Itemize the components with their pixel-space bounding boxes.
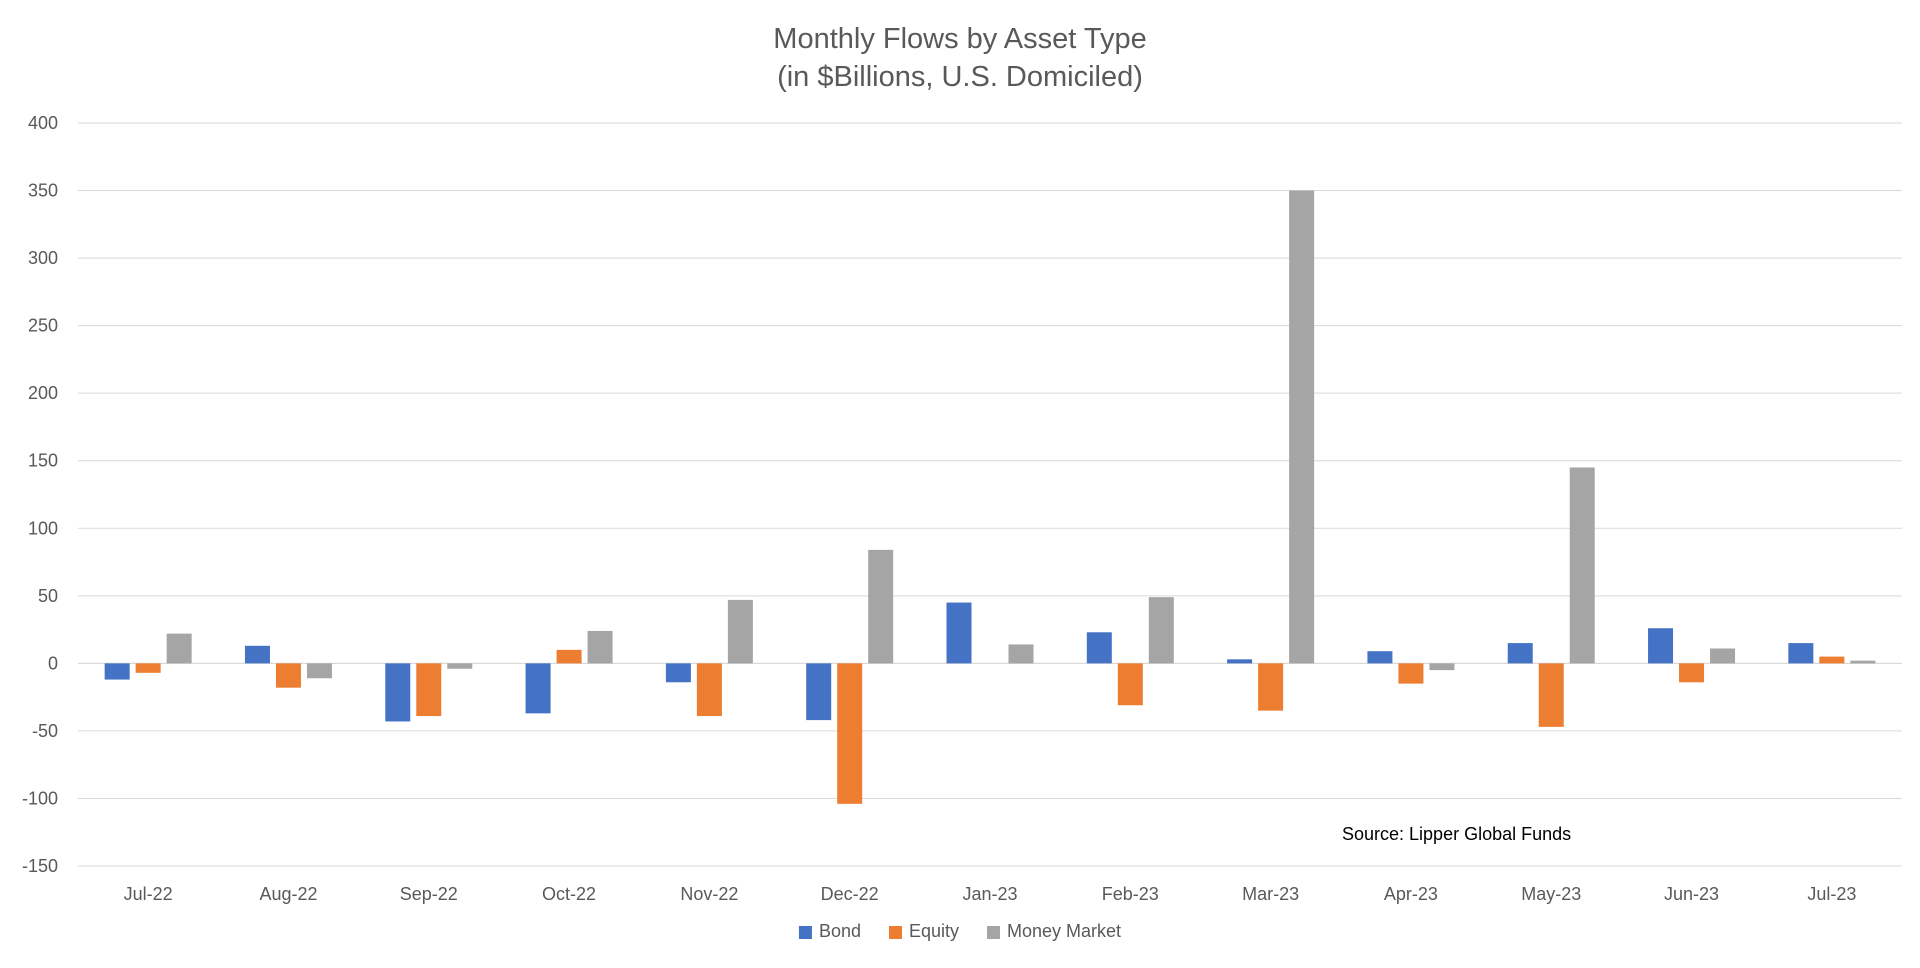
bar-bond-jan-23 [946, 602, 972, 664]
x-tick-label: Mar-23 [1242, 884, 1299, 904]
bar-equity-dec-22 [837, 663, 863, 804]
bar-money-market-jan-23 [1008, 644, 1034, 664]
x-tick-label: Sep-22 [400, 884, 458, 904]
bar-equity-nov-22 [696, 663, 722, 717]
bar-equity-feb-23 [1117, 663, 1143, 706]
bar-equity-jun-23 [1679, 663, 1705, 683]
x-tick-label: Nov-22 [680, 884, 738, 904]
x-tick-label: Dec-22 [821, 884, 879, 904]
bar-bond-jul-23 [1788, 643, 1814, 664]
y-tick-label: 250 [28, 316, 58, 336]
bar-bond-sep-22 [385, 663, 411, 722]
bar-equity-jul-23 [1819, 656, 1845, 664]
y-tick-label: 400 [28, 113, 58, 133]
bar-money-market-apr-23 [1429, 663, 1455, 671]
bar-money-market-dec-22 [868, 549, 894, 664]
y-tick-label: 300 [28, 248, 58, 268]
y-tick-label: -100 [22, 788, 58, 808]
chart-title-line1: Monthly Flows by Asset Type [773, 23, 1146, 55]
bar-equity-mar-23 [1258, 663, 1284, 711]
bar-bond-may-23 [1507, 643, 1533, 664]
bar-equity-sep-22 [416, 663, 442, 717]
x-tick-label: Aug-22 [259, 884, 317, 904]
bar-money-market-jul-23 [1850, 660, 1876, 664]
y-tick-label: -50 [32, 721, 58, 741]
bar-equity-apr-23 [1398, 663, 1424, 684]
bar-bond-oct-22 [525, 663, 551, 714]
x-tick-label: Oct-22 [542, 884, 596, 904]
x-tick-label: Feb-23 [1102, 884, 1159, 904]
bar-bond-apr-23 [1367, 651, 1393, 664]
bar-equity-oct-22 [556, 649, 582, 664]
y-tick-label: -150 [22, 856, 58, 876]
bar-equity-may-23 [1538, 663, 1564, 727]
x-tick-label: Apr-23 [1384, 884, 1438, 904]
y-axis-ticks: 400 350 300 250 200 150 100 50 0 -50 -100 -150 [22, 113, 58, 876]
legend-swatch [987, 926, 1001, 939]
y-tick-label: 50 [38, 586, 58, 606]
y-tick-label: 100 [28, 518, 58, 538]
x-axis-ticks: Jul-22 Aug-22 Sep-22 Oct-22 Nov-22 Dec-22 Jan-… [124, 884, 1857, 904]
bar-money-market-oct-22 [587, 630, 613, 664]
bar-bond-dec-22 [806, 663, 832, 721]
y-tick-label: 200 [28, 383, 58, 403]
bar-money-market-aug-22 [306, 663, 332, 679]
bar-money-market-mar-23 [1289, 190, 1315, 664]
legend-label: Equity [909, 921, 959, 941]
legend-item-money-market: Money Market [987, 921, 1121, 941]
bar-bond-nov-22 [665, 663, 691, 683]
bar-bond-mar-23 [1227, 659, 1253, 664]
legend-swatch [798, 926, 812, 939]
bar-money-market-nov-22 [727, 599, 753, 664]
bar-money-market-jun-23 [1710, 648, 1736, 664]
bar-equity-jul-22 [135, 663, 161, 673]
source-annotation: Source: Lipper Global Funds [1342, 824, 1571, 844]
x-tick-label: Jul-22 [124, 884, 173, 904]
legend-item-bond: Bond [798, 921, 861, 941]
chart-title-line2: (in $Billions, U.S. Domiciled) [777, 61, 1143, 93]
bar-equity-aug-22 [275, 663, 301, 688]
bar-money-market-feb-23 [1148, 597, 1174, 664]
bar-money-market-sep-22 [447, 663, 473, 669]
bars [104, 190, 1876, 804]
gridlines [78, 122, 1902, 867]
bar-money-market-jul-22 [166, 633, 192, 664]
x-tick-label: May-23 [1521, 884, 1581, 904]
y-tick-label: 350 [28, 181, 58, 201]
legend-item-equity: Equity [888, 921, 959, 941]
y-tick-label: 150 [28, 451, 58, 471]
bar-bond-jun-23 [1648, 628, 1674, 664]
legend: Bond Equity Money Market [798, 921, 1121, 941]
bar-bond-aug-22 [244, 645, 270, 664]
x-tick-label: Jun-23 [1664, 884, 1719, 904]
legend-swatch [888, 926, 902, 939]
bar-money-market-may-23 [1569, 467, 1595, 664]
legend-label: Money Market [1007, 921, 1121, 941]
y-tick-label: 0 [48, 653, 58, 673]
bar-bond-jul-22 [104, 663, 130, 680]
x-tick-label: Jan-23 [962, 884, 1017, 904]
legend-label: Bond [819, 921, 861, 941]
x-tick-label: Jul-23 [1807, 884, 1856, 904]
bar-bond-feb-23 [1086, 632, 1112, 664]
